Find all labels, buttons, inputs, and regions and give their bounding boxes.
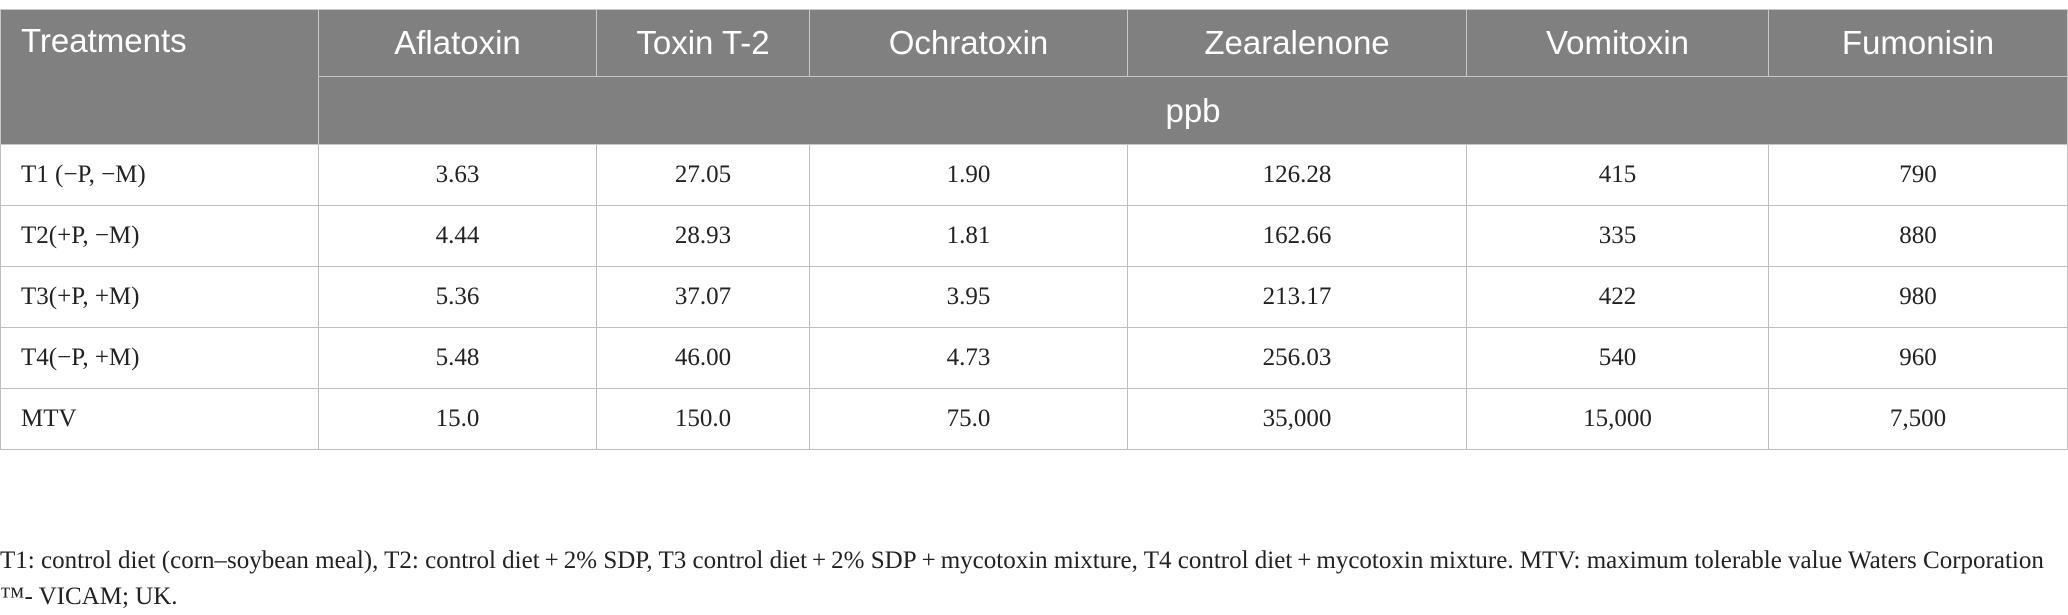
cell-aflatoxin: 5.36: [318, 266, 597, 328]
mycotoxin-table: Treatments Aflatoxin Toxin T-2 Ochratoxi…: [0, 9, 2068, 450]
table-header: Treatments Aflatoxin Toxin T-2 Ochratoxi…: [0, 9, 2068, 145]
header-fumonisin: Fumonisin: [1768, 9, 2068, 77]
table-row: MTV 15.0 150.0 75.0 35,000 15,000 7,500: [0, 388, 2068, 450]
row-label: T3(+P, +M): [0, 266, 319, 328]
row-label: MTV: [0, 388, 319, 450]
cell-vomitoxin: 422: [1466, 266, 1769, 328]
header-units: ppb: [318, 76, 2068, 145]
table-footnote: T1: control diet (corn–soybean meal), T2…: [0, 547, 2044, 610]
table-row: T3(+P, +M) 5.36 37.07 3.95 213.17 422 98…: [0, 266, 2068, 328]
cell-vomitoxin: 15,000: [1466, 388, 1769, 450]
cell-ochratoxin: 1.81: [809, 205, 1128, 267]
cell-fumonisin: 980: [1768, 266, 2068, 328]
table-body: T1 (−P, −M) 3.63 27.05 1.90 126.28 415 7…: [0, 144, 2068, 450]
header-ochratoxin: Ochratoxin: [809, 9, 1128, 77]
row-label: T4(−P, +M): [0, 327, 319, 389]
cell-zearalenone: 213.17: [1127, 266, 1467, 328]
header-treatments: Treatments: [0, 9, 319, 145]
cell-fumonisin: 960: [1768, 327, 2068, 389]
row-label: T1 (−P, −M): [0, 144, 319, 206]
cell-toxin-t2: 37.07: [596, 266, 810, 328]
cell-zearalenone: 126.28: [1127, 144, 1467, 206]
cell-aflatoxin: 15.0: [318, 388, 597, 450]
header-row: Treatments Aflatoxin Toxin T-2 Ochratoxi…: [0, 9, 2068, 145]
data-table-container: Treatments Aflatoxin Toxin T-2 Ochratoxi…: [0, 9, 2068, 450]
cell-ochratoxin: 3.95: [809, 266, 1128, 328]
table-row: T2(+P, −M) 4.44 28.93 1.81 162.66 335 88…: [0, 205, 2068, 267]
cell-toxin-t2: 28.93: [596, 205, 810, 267]
table-row: T4(−P, +M) 5.48 46.00 4.73 256.03 540 96…: [0, 327, 2068, 389]
cell-ochratoxin: 1.90: [809, 144, 1128, 206]
cell-aflatoxin: 5.48: [318, 327, 597, 389]
cell-aflatoxin: 4.44: [318, 205, 597, 267]
header-toxin-t2: Toxin T-2: [596, 9, 810, 77]
cell-fumonisin: 880: [1768, 205, 2068, 267]
header-aflatoxin: Aflatoxin: [318, 9, 597, 77]
units-row: ppb: [1, 76, 2068, 145]
cell-zearalenone: 162.66: [1127, 205, 1467, 267]
cell-vomitoxin: 540: [1466, 327, 1769, 389]
cell-fumonisin: 7,500: [1768, 388, 2068, 450]
row-label: T2(+P, −M): [0, 205, 319, 267]
cell-ochratoxin: 4.73: [809, 327, 1128, 389]
cell-toxin-t2: 46.00: [596, 327, 810, 389]
cell-vomitoxin: 335: [1466, 205, 1769, 267]
cell-toxin-t2: 150.0: [596, 388, 810, 450]
cell-zearalenone: 35,000: [1127, 388, 1467, 450]
cell-fumonisin: 790: [1768, 144, 2068, 206]
cell-vomitoxin: 415: [1466, 144, 1769, 206]
cell-aflatoxin: 3.63: [318, 144, 597, 206]
cell-toxin-t2: 27.05: [596, 144, 810, 206]
header-zearalenone: Zearalenone: [1127, 9, 1467, 77]
cell-ochratoxin: 75.0: [809, 388, 1128, 450]
header-vomitoxin: Vomitoxin: [1466, 9, 1769, 77]
cell-zearalenone: 256.03: [1127, 327, 1467, 389]
table-row: T1 (−P, −M) 3.63 27.05 1.90 126.28 415 7…: [0, 144, 2068, 206]
